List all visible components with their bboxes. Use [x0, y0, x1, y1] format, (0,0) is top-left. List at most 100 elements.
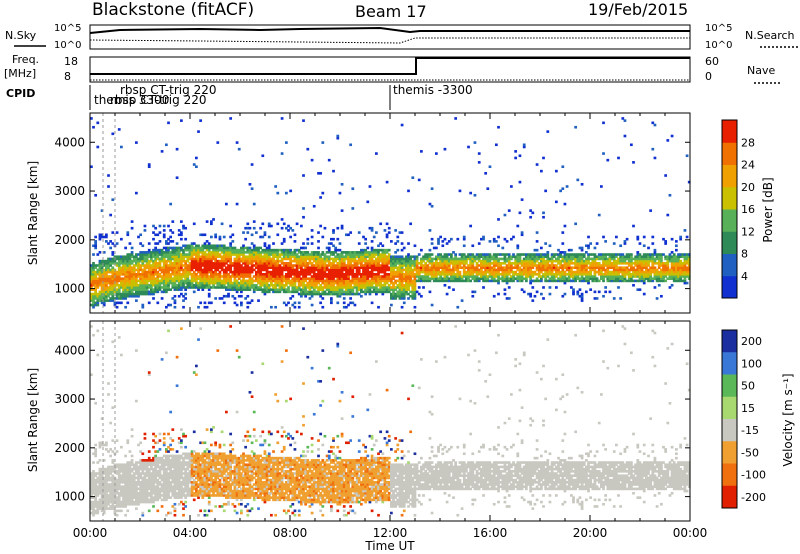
power-cell	[362, 235, 365, 239]
velocity-cell	[92, 485, 95, 488]
power-cell	[111, 273, 115, 276]
power-cell	[587, 279, 590, 283]
power-cell	[143, 229, 147, 232]
power-cell	[441, 273, 445, 276]
power-cell	[334, 259, 338, 263]
power-cell	[250, 283, 254, 287]
power-cell	[300, 259, 303, 263]
power-cell	[550, 253, 554, 256]
power-cell	[606, 268, 610, 272]
power-cell	[398, 255, 402, 259]
power-cell	[585, 266, 588, 270]
power-cell	[199, 281, 203, 285]
power-cell	[672, 277, 676, 280]
power-cell	[152, 266, 155, 270]
power-cell	[267, 235, 271, 239]
power-cell	[175, 251, 179, 254]
power-cell	[360, 281, 363, 285]
power-cell	[274, 259, 278, 263]
power-cell	[122, 255, 125, 259]
power-cell	[469, 191, 473, 195]
power-cell	[574, 273, 578, 276]
power-cell	[169, 268, 173, 272]
power-cell	[195, 266, 198, 270]
power-cell	[625, 279, 629, 283]
power-cell	[364, 259, 368, 263]
power-cell	[591, 264, 595, 267]
power-cell	[460, 299, 464, 302]
power-cell	[143, 288, 147, 291]
power-cell	[578, 255, 582, 259]
power-cell	[642, 273, 646, 276]
power-cell	[237, 259, 241, 263]
power-cell	[608, 279, 612, 283]
power-cell	[353, 273, 357, 276]
power-cell	[400, 288, 404, 291]
power-cell	[443, 237, 447, 241]
power-cell	[488, 255, 492, 259]
power-cell	[675, 244, 678, 248]
power-cell	[278, 288, 282, 291]
power-cell	[649, 266, 653, 270]
power-cell	[625, 257, 629, 261]
power-cell	[537, 279, 541, 283]
power-cell	[409, 277, 413, 280]
power-cell	[244, 259, 248, 263]
power-cell	[152, 279, 155, 283]
power-cell	[390, 294, 393, 298]
power-cell	[452, 262, 455, 265]
power-cell	[102, 262, 106, 265]
power-cell	[647, 275, 650, 278]
power-cell	[462, 266, 466, 270]
power-cell	[137, 294, 140, 298]
power-cell	[225, 294, 228, 298]
power-cell	[505, 270, 509, 274]
power-cell	[321, 281, 325, 285]
power-cell	[345, 264, 348, 267]
power-cell	[274, 251, 278, 254]
power-cell	[364, 237, 368, 241]
power-cell	[295, 290, 299, 294]
power-cell	[368, 266, 372, 270]
power-cell	[345, 253, 348, 256]
power-cell	[237, 294, 241, 298]
nsearch-tick-bottom: 10^0	[705, 40, 732, 51]
power-cell	[550, 266, 554, 270]
power-cell	[308, 286, 312, 289]
power-cell	[270, 251, 273, 254]
power-cell	[246, 231, 250, 234]
power-cell	[364, 248, 368, 252]
power-cell	[265, 288, 269, 291]
power-cell	[229, 262, 233, 265]
power-cell	[317, 277, 320, 280]
power-cell	[105, 290, 108, 294]
power-cell	[398, 294, 402, 298]
power-cell	[627, 275, 631, 278]
power-cell	[267, 288, 271, 291]
power-cell	[272, 279, 275, 283]
power-cell	[308, 270, 312, 274]
power-cell	[580, 253, 584, 256]
power-cell	[529, 277, 533, 280]
power-cell	[143, 264, 147, 267]
power-cell	[484, 275, 488, 278]
power-cell	[411, 264, 415, 267]
power-cell	[306, 270, 310, 274]
power-cell	[293, 305, 297, 309]
power-cell	[165, 255, 168, 259]
power-cell	[518, 273, 522, 276]
power-cell	[512, 275, 515, 278]
power-cell	[274, 268, 278, 272]
power-cell	[235, 262, 239, 265]
power-cell	[557, 257, 560, 261]
power-cell	[126, 275, 130, 278]
power-cell	[574, 255, 578, 259]
power-cell	[670, 262, 674, 265]
power-cell	[182, 253, 185, 256]
power-cell	[137, 292, 140, 296]
power-cell	[424, 266, 428, 270]
power-cell	[261, 235, 265, 239]
power-cell	[574, 259, 578, 263]
power-cell	[246, 288, 250, 291]
power-cell	[424, 257, 428, 261]
